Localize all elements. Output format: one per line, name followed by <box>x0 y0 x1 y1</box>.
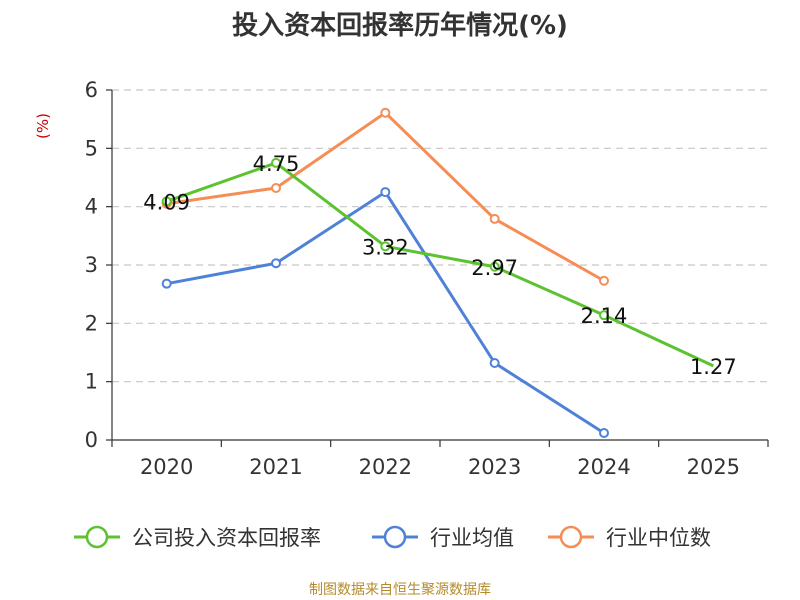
data-point <box>271 157 281 168</box>
data-point <box>599 310 609 321</box>
legend-swatch-marker <box>383 525 407 549</box>
legend-label: 行业中位数 <box>606 526 711 550</box>
data-point <box>161 196 172 207</box>
y-tick-label: 1 <box>85 370 98 394</box>
legend-swatch-marker <box>559 525 583 549</box>
data-label: 4.09 <box>143 190 190 214</box>
data-point <box>380 107 391 118</box>
y-axis-unit: (%) <box>34 113 52 139</box>
y-tick-label: 4 <box>85 195 98 219</box>
data-point <box>599 275 609 286</box>
data-point <box>380 187 391 198</box>
legend-item[interactable]: 行业中位数 <box>548 525 711 550</box>
legend-item[interactable]: 行业均值 <box>372 525 514 550</box>
y-tick-label: 3 <box>85 253 98 277</box>
legend-label: 行业均值 <box>430 526 514 550</box>
x-tick-label: 2021 <box>249 455 302 479</box>
data-point <box>271 258 281 269</box>
y-tick-label: 5 <box>85 136 98 160</box>
legend-label: 公司投入资本回报率 <box>132 526 321 550</box>
data-source-note: 制图数据来自恒生聚源数据库 <box>309 582 491 598</box>
data-point <box>271 183 281 193</box>
y-tick-label: 2 <box>85 311 98 335</box>
data-label: 2.14 <box>581 304 628 328</box>
legend-item[interactable]: 公司投入资本回报率 <box>74 525 321 550</box>
data-label: 2.97 <box>471 256 518 280</box>
data-point <box>161 278 172 289</box>
legend-swatch-marker <box>85 525 109 549</box>
x-tick-label: 2025 <box>687 455 740 479</box>
data-point <box>599 428 609 438</box>
data-point <box>380 241 391 252</box>
data-point <box>489 358 500 368</box>
chart-title: 投入资本回报率历年情况(%) <box>232 10 568 41</box>
x-tick-label: 2020 <box>140 455 193 479</box>
data-label: 1.27 <box>690 355 737 379</box>
y-tick-label: 0 <box>85 428 98 452</box>
x-tick-label: 2022 <box>359 455 412 479</box>
data-label: 4.75 <box>253 152 300 176</box>
data-point <box>489 213 500 224</box>
x-tick-label: 2024 <box>577 455 630 479</box>
series-line <box>166 161 714 368</box>
series-line <box>166 190 605 435</box>
data-point <box>489 261 500 272</box>
y-tick-label: 6 <box>85 78 98 102</box>
data-label: 3.32 <box>362 235 409 259</box>
x-tick-label: 2023 <box>468 455 521 479</box>
